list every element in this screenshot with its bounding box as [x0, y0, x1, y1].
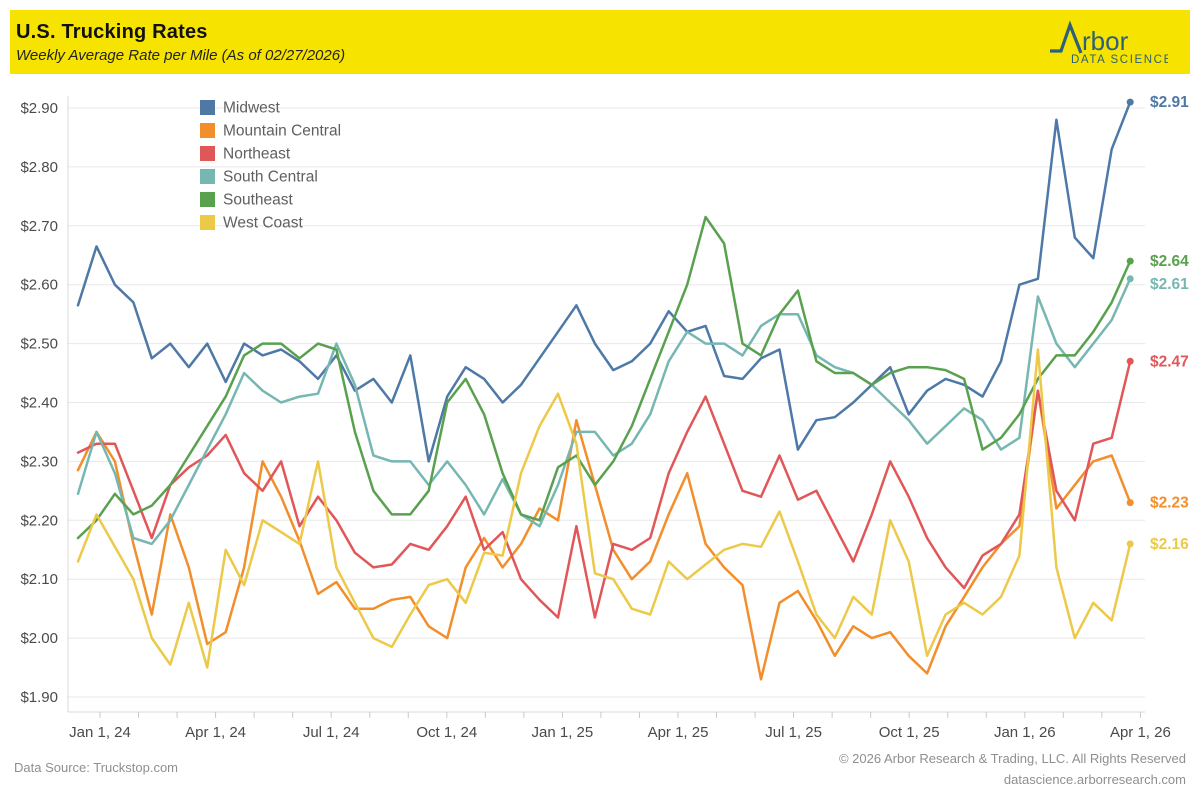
legend-swatch: [200, 100, 215, 115]
y-axis-tick-label: $2.30: [20, 453, 58, 470]
legend-swatch: [200, 192, 215, 207]
x-axis-tick-label: Jul 1, 24: [303, 724, 360, 741]
series-end-label: $2.64: [1150, 253, 1189, 270]
series-line-mountain-central: [76, 389, 1132, 681]
arbor-logo-icon: rbor DATA SCIENCE: [1050, 20, 1168, 65]
legend-swatch: [200, 169, 215, 184]
x-axis-tick-label: Jul 1, 25: [765, 724, 822, 741]
legend-label: South Central: [223, 169, 318, 186]
x-axis-tick-label: Jan 1, 25: [532, 724, 594, 741]
header-titles: U.S. Trucking Rates Weekly Average Rate …: [16, 21, 345, 64]
y-axis-tick-label: $2.50: [20, 336, 58, 353]
y-axis-tick-label: $2.40: [20, 395, 58, 412]
legend-label: Midwest: [223, 100, 281, 117]
series-end-dot-west-coast: [1126, 540, 1134, 548]
series-line-west-coast: [76, 348, 1132, 669]
series-end-label: $2.47: [1150, 353, 1189, 370]
series-end-dot-south-central: [1126, 275, 1134, 283]
legend-label: West Coast: [223, 215, 304, 232]
page-title: U.S. Trucking Rates: [16, 20, 208, 43]
x-axis-tick-label: Jan 1, 26: [994, 724, 1056, 741]
series-line-northeast: [76, 360, 1132, 619]
legend-item-northeast[interactable]: Northeast: [200, 146, 291, 163]
x-axis-tick-label: Oct 1, 25: [879, 724, 940, 741]
series-end-dot-mountain-central: [1126, 499, 1134, 507]
y-axis-tick-label: $2.00: [20, 630, 58, 647]
y-axis-tick-label: $2.20: [20, 512, 58, 529]
legend-item-mountain-central[interactable]: Mountain Central: [200, 123, 341, 140]
legend-label: Southeast: [223, 192, 293, 209]
series-end-dot-southeast: [1126, 257, 1134, 265]
legend-item-southeast[interactable]: Southeast: [200, 192, 293, 209]
legend-swatch: [200, 123, 215, 138]
arbor-logo-text: rbor: [1082, 26, 1129, 56]
rates-line-chart: $1.90 $2.00 $2.10 $2.20 $2.30 $2.40 $2.50 $2.60…: [20, 94, 1189, 741]
y-axis-tick-label: $2.80: [20, 159, 58, 176]
page-subtitle: Weekly Average Rate per Mile (As of 02/2…: [16, 46, 346, 64]
arbor-logo-a-shape: [1050, 20, 1083, 54]
legend-label: Northeast: [223, 146, 291, 163]
series-line-southeast: [76, 215, 1132, 540]
x-axis-tick-label: Jan 1, 24: [69, 724, 131, 741]
y-axis-tick-label: $1.90: [20, 689, 58, 706]
y-axis-tick-label: $2.10: [20, 571, 58, 588]
series-end-label: $2.91: [1150, 94, 1189, 111]
y-axis-tick-label: $2.90: [20, 100, 58, 117]
series-end-dot-midwest: [1126, 98, 1134, 106]
x-axis-tick-label: Oct 1, 24: [416, 724, 477, 741]
data-source-note: Data Source: Truckstop.com: [14, 760, 179, 775]
legend-item-west-coast[interactable]: West Coast: [200, 215, 304, 232]
legend-item-midwest[interactable]: Midwest: [200, 100, 281, 117]
copyright-text: © 2026 Arbor Research & Trading, LLC. Al…: [838, 751, 1186, 766]
legend-swatch: [200, 146, 215, 161]
x-axis-tick-label: Apr 1, 24: [185, 724, 246, 741]
legend: Midwest Mountain Central Northeast South Ce…: [200, 100, 341, 232]
arbor-logo-tagline: DATA SCIENCE: [1071, 54, 1168, 65]
x-axis-tick-label: Apr 1, 26: [1110, 724, 1171, 741]
y-axis-tick-label: $2.60: [20, 277, 58, 294]
legend-item-south-central[interactable]: South Central: [200, 169, 318, 186]
footer-attribution: © 2026 Arbor Research & Trading, LLC. Al…: [839, 748, 1186, 790]
header-banner: U.S. Trucking Rates Weekly Average Rate …: [10, 10, 1190, 74]
arbor-logo: rbor DATA SCIENCE: [1048, 19, 1168, 65]
series-end-label: $2.61: [1150, 276, 1189, 293]
website-link[interactable]: datascience.arborresearch.com: [1003, 772, 1186, 787]
series-end-dot-northeast: [1126, 357, 1134, 365]
legend-label: Mountain Central: [223, 123, 341, 140]
series-line-south-central: [76, 277, 1132, 546]
x-axis-tick-label: Apr 1, 25: [648, 724, 709, 741]
legend-swatch: [200, 215, 215, 230]
y-axis-tick-label: $2.70: [20, 218, 58, 235]
series-end-label: $2.16: [1150, 536, 1189, 553]
series-end-label: $2.23: [1150, 495, 1189, 512]
